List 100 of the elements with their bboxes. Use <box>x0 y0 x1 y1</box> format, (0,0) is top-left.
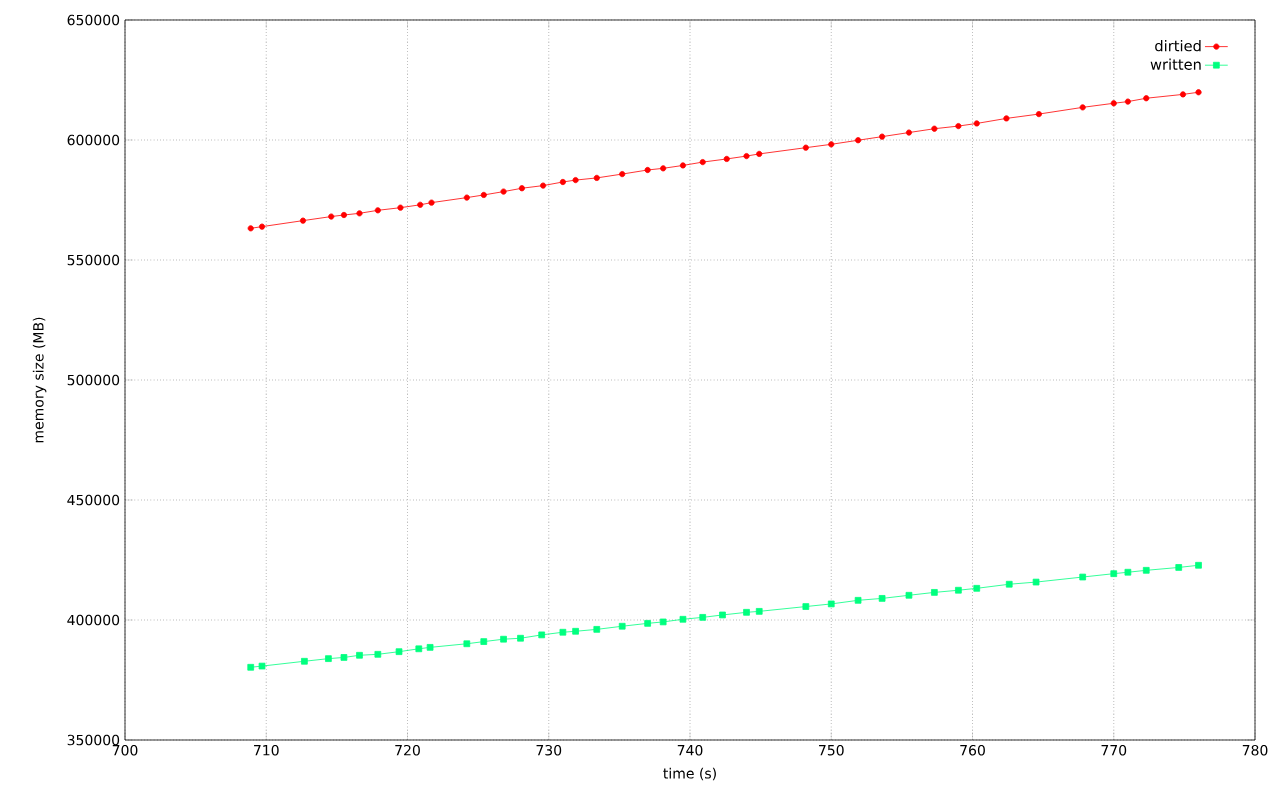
point <box>325 655 332 662</box>
point <box>247 663 255 671</box>
point <box>1179 91 1187 98</box>
x-tick-label: 740 <box>677 744 703 756</box>
point <box>374 207 381 214</box>
point <box>374 650 382 658</box>
point <box>559 178 566 186</box>
point <box>955 586 962 594</box>
point <box>572 177 579 184</box>
point <box>973 584 981 592</box>
point <box>426 644 434 651</box>
point <box>644 166 651 174</box>
point <box>463 640 471 648</box>
x-tick-label: 770 <box>1101 744 1127 756</box>
point <box>879 133 886 140</box>
point <box>340 654 348 661</box>
point <box>699 159 706 166</box>
point <box>755 608 763 615</box>
point <box>540 182 547 189</box>
legend-label: written <box>1150 58 1201 70</box>
y-tick-label: 350000 <box>67 734 120 746</box>
point <box>1142 566 1150 574</box>
point <box>802 144 809 151</box>
y-axis-title: memory size (MB) <box>32 317 47 443</box>
point <box>660 165 667 172</box>
point <box>905 129 913 136</box>
y-tick-label: 500000 <box>67 374 120 386</box>
point <box>619 171 626 178</box>
x-tick-label: 760 <box>960 744 985 756</box>
point <box>340 211 348 219</box>
point <box>500 635 507 643</box>
point <box>618 622 626 630</box>
point <box>1195 89 1202 96</box>
point <box>905 591 913 599</box>
point <box>500 188 507 195</box>
point <box>679 615 687 623</box>
point <box>1143 95 1150 102</box>
point <box>743 608 750 616</box>
point <box>1124 568 1132 576</box>
point <box>1035 111 1042 118</box>
y-tick-label: 450000 <box>67 494 120 506</box>
point <box>397 204 404 211</box>
point <box>931 589 938 596</box>
point <box>1124 98 1131 105</box>
point <box>723 155 730 163</box>
point <box>593 174 600 181</box>
point <box>538 631 546 639</box>
point <box>518 185 525 192</box>
x-tick-label: 730 <box>536 744 562 756</box>
point <box>743 153 750 160</box>
y-tick-label: 400000 <box>67 614 120 626</box>
point <box>258 662 266 670</box>
point <box>1110 570 1118 578</box>
x-tick-label: 750 <box>819 744 844 756</box>
point <box>1005 580 1013 588</box>
point <box>973 120 980 127</box>
point <box>480 638 488 645</box>
legend-label: dirtied <box>1155 40 1201 52</box>
point <box>699 614 707 621</box>
point <box>1079 573 1087 581</box>
point <box>827 600 835 608</box>
point <box>644 620 651 627</box>
point <box>955 123 962 130</box>
point <box>1032 578 1040 586</box>
point <box>299 217 307 224</box>
x-tick-label: 720 <box>395 744 420 756</box>
point <box>1175 564 1183 571</box>
y-tick-label: 650000 <box>67 14 120 26</box>
point <box>247 225 254 232</box>
x-axis-title: time (s) <box>663 767 716 781</box>
point <box>659 618 667 626</box>
point <box>356 651 363 659</box>
point <box>463 194 470 201</box>
point <box>854 596 862 604</box>
point <box>395 648 403 656</box>
point <box>802 603 810 610</box>
point <box>1079 104 1086 111</box>
point <box>756 150 763 157</box>
x-tick-label: 780 <box>1242 744 1268 756</box>
point <box>480 191 487 199</box>
point <box>415 645 423 653</box>
point <box>828 141 835 148</box>
point <box>679 162 687 169</box>
point <box>328 213 335 220</box>
point <box>719 611 726 619</box>
point <box>855 137 862 144</box>
x-tick-label: 710 <box>254 744 279 756</box>
point <box>258 223 266 230</box>
point <box>1003 115 1010 122</box>
point <box>593 626 601 633</box>
y-tick-label: 550000 <box>67 254 120 266</box>
x-tick-label: 700 <box>112 744 138 756</box>
point <box>356 210 363 217</box>
point <box>301 657 308 665</box>
point <box>559 628 567 636</box>
point <box>517 634 524 642</box>
y-tick-label: 600000 <box>67 134 120 146</box>
point <box>1195 561 1202 569</box>
point <box>428 199 435 206</box>
point <box>878 595 886 602</box>
